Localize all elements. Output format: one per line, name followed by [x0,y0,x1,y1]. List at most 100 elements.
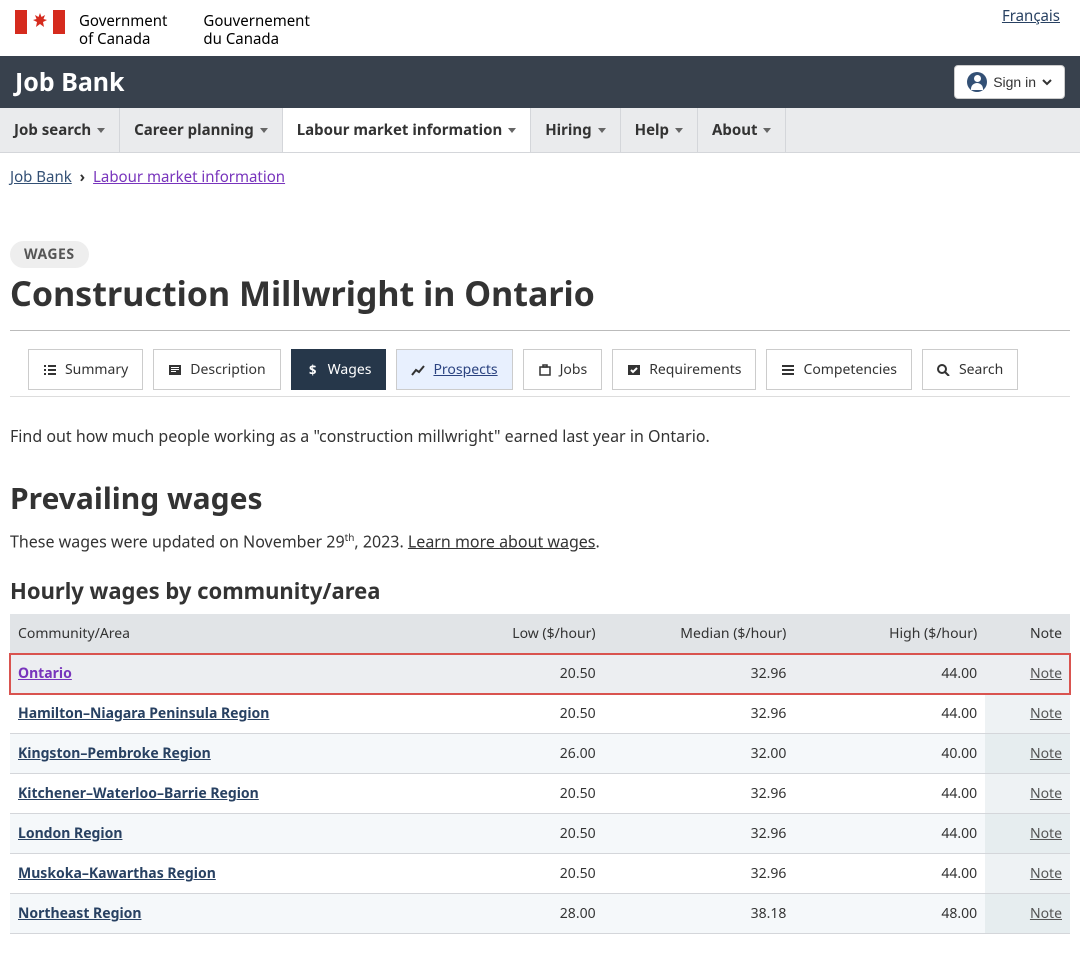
chevron-down-icon [1042,78,1052,86]
th-note: Note [985,614,1070,654]
competencies-icon [781,364,795,376]
cell-high: 44.00 [794,774,985,814]
note-link[interactable]: Note [1030,744,1062,763]
intro-text: Find out how much people working as a "c… [10,425,1070,447]
nav-item-career-planning[interactable]: Career planning [120,108,283,152]
hourly-wages-heading: Hourly wages by community/area [10,576,1070,606]
tab-jobs[interactable]: Jobs [523,349,603,390]
wages-table: Community/Area Low ($/hour) Median ($/ho… [10,614,1070,934]
th-area: Community/Area [10,614,413,654]
gov-fr-line1: Gouvernement [203,12,309,30]
tab-wages[interactable]: $Wages [291,349,387,390]
nav-item-about[interactable]: About [698,108,787,152]
gov-en-line1: Government [79,12,167,30]
area-link[interactable]: Muskoka–Kawarthas Region [18,864,216,883]
tab-competencies[interactable]: Competencies [766,349,911,390]
title-divider [10,330,1070,331]
page-title: Construction Millwright in Ontario [10,270,1070,316]
tab-prospects[interactable]: Prospects [396,349,512,390]
tabs-divider [10,396,1070,397]
cell-high: 44.00 [794,854,985,894]
chevron-down-icon [675,128,683,133]
cell-median: 32.00 [604,734,795,774]
table-row: Northeast Region 28.0038.1848.00 Note [10,894,1070,934]
gov-fr-line2: du Canada [203,30,309,48]
area-link[interactable]: Ontario [18,664,72,683]
table-row: Kingston–Pembroke Region 26.0032.0040.00 N… [10,734,1070,774]
language-toggle-link[interactable]: Français [1002,6,1060,26]
th-median: Median ($/hour) [604,614,795,654]
chevron-down-icon [598,128,606,133]
main-nav: Job searchCareer planningLabour market i… [0,108,1080,153]
note-link[interactable]: Note [1030,704,1062,723]
search-icon [937,364,951,376]
jobs-icon [538,364,552,376]
svg-text:$: $ [309,364,316,376]
note-link[interactable]: Note [1030,904,1062,923]
breadcrumb: Job Bank › Labour market information [0,153,1080,197]
sub-tabs: SummaryDescription $WagesProspects JobsReq… [10,349,1070,390]
cell-low: 26.00 [413,734,604,774]
th-low: Low ($/hour) [413,614,604,654]
canada-flag-icon [15,10,65,34]
user-icon [967,72,987,92]
chevron-down-icon [763,128,771,133]
chevron-down-icon [97,128,105,133]
table-row: Muskoka–Kawarthas Region 20.5032.9644.00 N… [10,854,1070,894]
app-title[interactable]: Job Bank [15,65,125,99]
description-icon [168,364,182,376]
app-bar: Job Bank Sign in [0,56,1080,108]
note-link[interactable]: Note [1030,664,1062,683]
cell-low: 28.00 [413,894,604,934]
prevailing-wages-heading: Prevailing wages [10,477,1070,518]
table-header-row: Community/Area Low ($/hour) Median ($/ho… [10,614,1070,654]
nav-item-hiring[interactable]: Hiring [531,108,620,152]
cell-low: 20.50 [413,854,604,894]
breadcrumb-job-bank[interactable]: Job Bank [10,167,72,187]
sign-in-label: Sign in [993,74,1036,90]
summary-icon [43,364,57,376]
nav-item-labour-market-information[interactable]: Labour market information [283,108,531,152]
cell-high: 40.00 [794,734,985,774]
cell-low: 20.50 [413,694,604,734]
chevron-down-icon [508,128,516,133]
sign-in-button[interactable]: Sign in [954,65,1065,99]
cell-high: 48.00 [794,894,985,934]
category-badge: WAGES [10,241,89,268]
cell-median: 32.96 [604,654,795,694]
table-row: Hamilton–Niagara Peninsula Region 20.5032… [10,694,1070,734]
table-row: Ontario 20.5032.9644.00 Note [10,654,1070,694]
cell-high: 44.00 [794,654,985,694]
table-row: Kitchener–Waterloo–Barrie Region 20.5032.… [10,774,1070,814]
cell-median: 32.96 [604,694,795,734]
gov-en-line2: of Canada [79,30,167,48]
th-high: High ($/hour) [794,614,985,654]
area-link[interactable]: Hamilton–Niagara Peninsula Region [18,704,269,723]
cell-median: 32.96 [604,774,795,814]
cell-low: 20.50 [413,654,604,694]
tab-description[interactable]: Description [153,349,280,390]
prospects-icon [411,364,425,376]
gov-wordmark: Government of Canada Gouvernement du Can… [79,10,310,48]
cell-median: 32.96 [604,854,795,894]
nav-item-job-search[interactable]: Job search [0,108,120,152]
tab-requirements[interactable]: Requirements [612,349,756,390]
note-link[interactable]: Note [1030,784,1062,803]
cell-high: 44.00 [794,694,985,734]
wages-icon: $ [306,364,320,376]
requirements-icon [627,364,641,376]
cell-low: 20.50 [413,774,604,814]
area-link[interactable]: Kitchener–Waterloo–Barrie Region [18,784,259,803]
tab-search[interactable]: Search [922,349,1018,390]
cell-median: 38.18 [604,894,795,934]
breadcrumb-separator: › [80,167,85,187]
breadcrumb-lmi[interactable]: Labour market information [93,167,285,187]
updated-text: These wages were updated on November 29t… [10,530,1070,552]
tab-summary[interactable]: Summary [28,349,143,390]
note-link[interactable]: Note [1030,864,1062,883]
chevron-down-icon [260,128,268,133]
nav-item-help[interactable]: Help [621,108,698,152]
learn-more-link[interactable]: Learn more about wages [408,530,596,552]
area-link[interactable]: Northeast Region [18,904,141,923]
area-link[interactable]: Kingston–Pembroke Region [18,744,211,763]
